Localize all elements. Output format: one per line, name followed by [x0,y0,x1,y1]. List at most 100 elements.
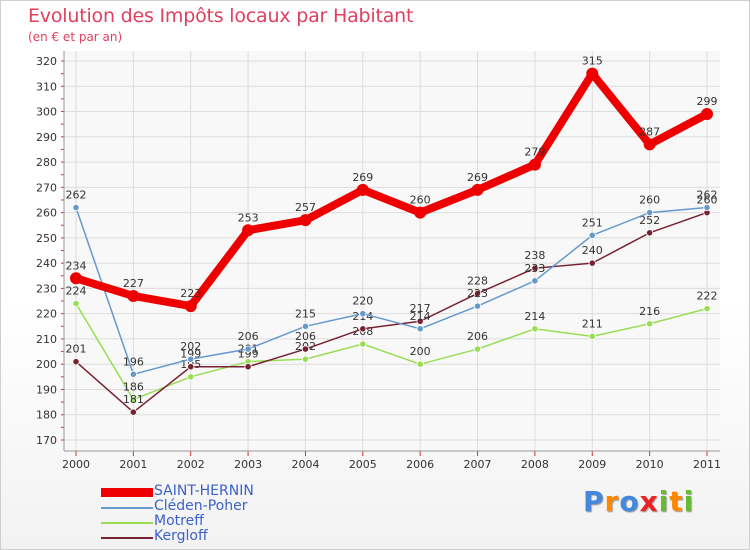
x-tick-label: 2008 [521,458,549,471]
y-tick-label: 300 [36,106,57,119]
data-point [416,325,424,333]
data-point [646,320,654,328]
logo-letter: i [658,485,670,518]
x-tick-label: 2004 [291,458,319,471]
series-line-cl-den-poher [75,206,708,376]
data-label: 234 [66,259,87,272]
x-tick-label: 2001 [119,458,147,471]
data-label: 269 [467,171,488,184]
data-label: 196 [123,355,144,368]
y-tick-label: 210 [36,333,57,346]
data-label: 262 [66,189,87,202]
legend-label: Motreff [154,513,204,529]
data-point [359,325,367,333]
data-point [701,108,713,121]
data-point [187,363,195,371]
data-point [703,203,711,212]
series-line-kergloff [75,211,708,413]
y-tick-label: 290 [36,131,57,144]
data-label: 240 [582,244,603,257]
data-point [187,355,195,363]
data-label: 260 [697,194,718,207]
data-point [359,340,367,348]
data-point [72,203,80,212]
data-label: 279 [524,146,545,159]
data-label: 211 [582,317,603,330]
legend-swatch-kergloff [101,537,153,539]
data-point [356,183,369,196]
data-point [646,229,654,237]
legend-label: Kergloff [154,528,208,544]
data-label: 299 [697,95,718,108]
data-label: 253 [238,211,259,224]
data-point [531,264,539,272]
x-tick-label: 2000 [62,458,90,471]
data-label: 222 [697,290,718,303]
y-tick-label: 240 [36,257,57,270]
x-tick-label: 2006 [406,458,434,471]
proxiti-logo: Proxiti [583,485,694,518]
logo-letter: r [604,485,620,518]
legend-label: SAINT-HERNIN [154,483,254,499]
data-point [129,370,137,378]
y-tick-label: 200 [36,358,57,371]
data-point [187,373,195,381]
data-point [471,183,484,196]
data-point [129,408,137,416]
legend-label: Cléden-Poher [154,498,248,514]
y-tick-label: 180 [36,409,57,422]
data-label: 260 [410,194,431,207]
data-point [72,299,80,308]
data-label: 214 [410,310,431,323]
data-point [646,209,654,217]
data-point [242,224,255,237]
data-point [301,355,310,363]
data-label: 217 [410,302,431,315]
data-point [244,345,252,353]
data-label: 200 [410,345,431,358]
x-tick-label: 2009 [578,458,606,471]
x-tick-label: 2003 [234,458,262,471]
data-point [588,259,596,267]
data-point [416,360,424,368]
y-tick-label: 230 [36,282,57,295]
data-point [703,305,711,313]
data-label: 216 [639,305,660,318]
data-point [528,158,541,171]
data-label: 228 [467,274,488,287]
data-point [588,332,596,341]
series-line-motreff [75,302,708,401]
data-label: 215 [295,307,316,320]
data-label: 201 [66,343,87,356]
data-label: 224 [66,285,87,298]
data-label: 223 [180,287,201,300]
data-point [473,345,482,353]
data-point [301,322,310,330]
data-point [643,138,656,151]
data-label: 206 [238,330,259,343]
data-label: 206 [295,330,316,343]
legend-swatch-saint-hernin [101,488,153,497]
data-label: 181 [123,393,144,406]
data-point [531,325,539,333]
chart-title: Evolution des Impôts locaux par Habitant [28,5,414,27]
data-point [473,289,482,298]
data-point [586,67,599,80]
data-label: 251 [582,216,603,229]
data-point [72,358,80,366]
data-label: 233 [524,262,545,275]
logo-letter: P [583,485,605,518]
x-tick-label: 2002 [177,458,205,471]
data-label: 220 [352,295,373,308]
y-tick-label: 220 [36,308,57,321]
data-label: 206 [467,330,488,343]
data-label: 186 [123,381,144,394]
x-tick-label: 2010 [636,458,664,471]
logo-letter: t [669,485,684,518]
chart-subtitle: (en € et par an) [28,30,123,44]
x-tick-label: 2011 [693,458,721,471]
x-tick-label: 2005 [349,458,377,471]
data-point [129,395,137,404]
